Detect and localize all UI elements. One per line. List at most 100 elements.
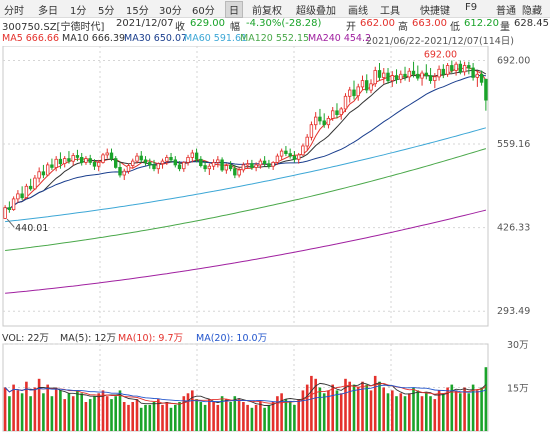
volume-bar [378, 381, 381, 431]
volume-bar [157, 399, 160, 431]
candle-body [445, 65, 450, 75]
toolbar-item-6[interactable]: 60分 [192, 6, 215, 17]
volume-bar [216, 404, 220, 431]
candle-body [165, 157, 169, 162]
candle-body [186, 157, 190, 163]
candle-body [228, 165, 233, 170]
volume-bar [399, 393, 403, 431]
volume-bar [335, 390, 339, 431]
volume-bar [122, 402, 126, 431]
toolbar-item-4[interactable]: 15分 [126, 6, 149, 17]
candle-body [411, 70, 416, 75]
candle-body [233, 168, 237, 176]
candle-body [152, 164, 156, 170]
volume-bar [463, 387, 466, 431]
open-value: 662.00 [360, 18, 395, 29]
candle-body [475, 73, 479, 78]
toolbar-item-5[interactable]: 30分 [159, 6, 182, 17]
candle-body [364, 80, 369, 91]
candle-body [122, 170, 126, 176]
volume-bar [148, 404, 152, 431]
candle-body [126, 165, 131, 172]
volume-bar [348, 381, 351, 431]
price-tick-label: 559.16 [497, 139, 530, 150]
candle-body [80, 157, 84, 163]
volume-bar [20, 393, 24, 431]
volume-legend-3: MA(20): 10.0万 [196, 333, 268, 344]
volume-bar [433, 399, 437, 431]
low-value: 612.20 [464, 18, 499, 29]
toolbar-item-0[interactable]: 分时 [4, 6, 24, 17]
volume-bar [361, 381, 364, 431]
candle-body [199, 158, 203, 167]
toolbar-item-15[interactable]: 隐藏 [522, 6, 542, 17]
quote-bar: 300750.SZ[宁德时代] 2021/12/07 收 629.00 幅 -4… [0, 17, 550, 33]
toolbar-item-12[interactable]: 快捷键 [420, 6, 450, 17]
toolbar-item-8[interactable]: 前复权 [252, 6, 282, 17]
change-label: 幅 [230, 22, 240, 33]
candle-body [75, 155, 80, 158]
ma-legend-ma5: MA5 666.66 [2, 33, 59, 44]
toolbar-item-13[interactable]: F9 [465, 2, 478, 13]
toolbar-item-11[interactable]: 工具 [380, 6, 400, 17]
candle-body [28, 185, 33, 190]
candle-body [284, 150, 288, 154]
ma10-line [4, 69, 487, 210]
volume-bar [178, 402, 181, 431]
ma-legend-ma120: MA120 552.15 [240, 33, 310, 44]
volume-bar [212, 402, 215, 431]
volume-bar [25, 381, 28, 431]
candle-body [428, 75, 433, 82]
volume-bar [220, 396, 224, 431]
volume-bar [105, 396, 109, 431]
volume-bar [293, 404, 296, 431]
high-annotation: 692.00 [424, 49, 457, 60]
volume-bar [454, 390, 458, 431]
volume-bar [191, 390, 194, 431]
volume-bar [225, 399, 228, 431]
candle-body [92, 162, 97, 167]
candle-body [88, 158, 92, 163]
candle-body [450, 65, 454, 71]
volume-bar [161, 404, 164, 431]
volume-bar [484, 367, 488, 431]
candle-body [54, 158, 58, 168]
candle-body [118, 167, 122, 176]
toolbar-item-2[interactable]: 1分 [70, 6, 87, 17]
toolbar-item-9[interactable]: 超级叠加 [296, 6, 336, 17]
candle-body [399, 73, 403, 80]
candle-body [267, 163, 271, 167]
ma-legend-ma240: MA240 454.2 [308, 33, 372, 44]
candle-body [177, 164, 182, 170]
candle-body [386, 72, 390, 82]
candle-body [7, 207, 12, 210]
candle-body [169, 157, 173, 161]
toolbar-item-7[interactable]: 日 [225, 1, 243, 18]
toolbar-item-3[interactable]: 5分 [98, 6, 115, 17]
candle-body [58, 158, 63, 165]
candle-body [237, 169, 241, 176]
candle-body [390, 75, 394, 82]
volume-bar [233, 396, 237, 431]
volume-bar [242, 402, 245, 431]
volume-bar [331, 384, 334, 431]
candle-body [97, 162, 101, 167]
volume-bar [459, 393, 462, 431]
candle-body [224, 165, 228, 171]
candle-body [377, 70, 382, 78]
volume-bar [373, 375, 377, 431]
volume-bar [3, 387, 7, 431]
volume-tick-label: 30万 [507, 340, 529, 351]
volume-legend-1: MA(5): 12万 [60, 333, 116, 344]
candle-body [322, 120, 326, 126]
candle-body [16, 193, 20, 200]
volume-bar [391, 390, 394, 431]
toolbar-item-14[interactable]: 普通 [496, 6, 516, 17]
volume-bar [425, 393, 428, 431]
toolbar-item-1[interactable]: 多日 [38, 6, 58, 17]
toolbar-item-10[interactable]: 画线 [348, 6, 368, 17]
quote-date: 2021/12/07 [116, 18, 174, 29]
volume-bar [280, 393, 283, 431]
candle-body [84, 158, 88, 163]
change-value: -4.30%(-28.28) [246, 18, 322, 29]
